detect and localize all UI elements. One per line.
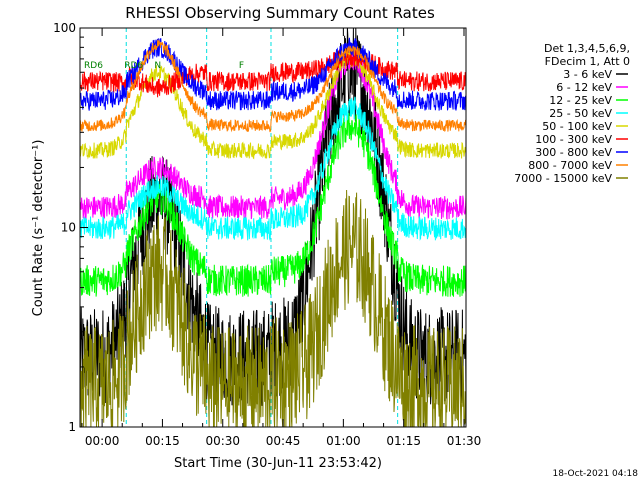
chart-title: RHESSI Observing Summary Count Rates [125,4,435,22]
legend-entry-7: 800 - 7000 keV [528,159,612,172]
footer-timestamp: 18-Oct-2021 04:18 [553,469,639,479]
y-tick-label-2: 100 [53,21,76,35]
series-line-3 [79,96,467,241]
legend-entry-2: 12 - 25 keV [549,94,612,107]
legend-entry-4: 50 - 100 keV [542,120,612,133]
series-line-5 [79,46,467,98]
x-axis-label: Start Time (30-Jun-11 23:53:42) [174,456,382,471]
x-tick-label-0: 00:00 [85,434,120,448]
flag-label-1: RD6 [124,61,143,71]
legend-entry-3: 25 - 50 keV [549,107,612,120]
x-tick-label-5: 01:15 [386,434,421,448]
legend-entry-1: 6 - 12 keV [556,81,612,94]
legend-header-0: Det 1,3,4,5,6,9, [544,42,630,55]
series-line-1 [79,47,467,221]
x-tick-label-1: 00:15 [145,434,180,448]
x-tick-label-6: 01:30 [447,434,482,448]
y-tick-label-0: 1 [68,420,76,434]
series-line-8 [79,189,467,428]
series-line-6 [79,37,467,111]
legend-entry-0: 3 - 6 keV [563,68,612,81]
legend-entry-6: 300 - 800 keV [535,146,612,159]
legend-header-1: FDecim 1, Att 0 [545,55,630,68]
flag-label-2: N [154,61,161,71]
y-tick-label-1: 10 [61,221,76,235]
flag-label-0: RD6 [84,61,103,71]
x-tick-label-2: 00:30 [205,434,240,448]
legend-entry-8: 7000 - 15000 keV [514,172,612,185]
x-tick-label-4: 01:00 [326,434,361,448]
legend-entry-5: 100 - 300 keV [535,133,612,146]
series-line-7 [79,39,467,133]
flag-label-3: F [239,61,244,71]
x-tick-label-3: 00:45 [266,434,301,448]
series-line-2 [79,112,467,297]
y-axis-label: Count Rate (s⁻¹ detector⁻¹) [31,140,46,317]
